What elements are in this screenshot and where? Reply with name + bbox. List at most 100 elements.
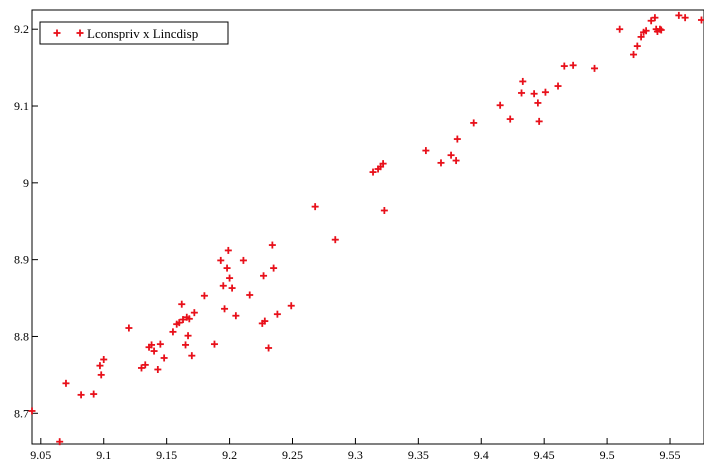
data-point [422,147,430,155]
data-point [331,236,339,244]
data-point [287,302,295,310]
data-point [223,264,231,272]
data-point [260,272,268,280]
data-point [90,390,98,398]
data-point [28,407,36,415]
data-point [470,119,478,127]
legend-marker [53,29,84,37]
data-point [62,379,70,387]
data-point [224,246,232,254]
data-point [100,356,108,364]
data-point [228,284,236,292]
legend: Lconspriv x Lincdisp [39,21,229,45]
data-point [506,115,514,123]
data-point [185,315,193,323]
x-tick-label: 9.5 [600,448,615,462]
data-point [219,282,227,290]
plot-frame [31,9,704,445]
data-point [261,317,269,325]
data-point [657,26,665,34]
data-point [232,312,240,320]
x-tick-label: 9.45 [534,448,555,462]
data-point [175,319,183,327]
data-point [154,365,162,373]
data-point [630,51,638,59]
data-point [56,438,64,446]
data-point [226,274,234,282]
data-point [380,206,388,214]
x-tick-label: 9.55 [660,448,681,462]
y-tick-label: 8.7 [14,406,29,420]
data-point [160,354,168,362]
legend-marker-left [53,29,61,37]
y-tick-label: 9.1 [14,99,29,113]
data-point [437,159,445,167]
data-point [156,340,164,348]
y-tick-label: 8.8 [14,329,29,343]
data-point [637,33,645,41]
data-point [77,391,85,399]
data-point [675,11,683,19]
x-tick-label: 9.3 [348,448,363,462]
x-tick-label: 9.1 [96,448,111,462]
data-point [569,61,577,69]
data-point [217,256,225,264]
legend-label: Lconspriv x Lincdisp [87,26,198,41]
y-tick-label: 9 [23,176,29,190]
data-point [647,17,655,25]
data-point [447,151,455,159]
data-point [534,99,542,107]
x-tick-label: 9.15 [156,448,177,462]
data-point [651,14,659,22]
data-point [141,361,149,369]
x-axis: 9.05 9.1 9.15 9.2 9.25 9.3 9.35 9.4 9.45 9.5 9.55 [30,438,681,462]
data-point [642,27,650,35]
x-tick-label: 9.05 [30,448,51,462]
data-point [200,292,208,300]
data-point [616,25,624,33]
data-point [246,291,254,299]
x-tick-label: 9.2 [222,448,237,462]
data-point [697,16,704,24]
data-point [169,328,177,336]
data-point [379,160,387,168]
data-point [96,362,104,370]
data-point [591,64,599,72]
data-point [184,332,192,340]
y-tick-label: 9.2 [14,22,29,36]
data-point [190,309,198,317]
data-point [560,62,568,70]
y-axis: 8.7 8.8 8.9 9 9.1 9.2 [14,22,38,420]
data-point [496,101,504,109]
data-point [633,42,641,50]
data-point [681,14,689,22]
x-tick-label: 9.25 [282,448,303,462]
y-tick-label: 8.9 [14,253,29,267]
data-point [453,135,461,143]
data-point [137,364,145,372]
data-point [97,371,105,379]
data-point [541,88,549,96]
data-point [148,341,156,349]
data-point [221,305,229,313]
data-point [452,157,460,165]
data-point [178,300,186,308]
data-point [210,340,218,348]
data-point [182,341,190,349]
legend-box [39,21,229,45]
data-point [311,203,319,211]
data-point [125,324,133,332]
data-point [369,168,377,176]
x-tick-label: 9.35 [408,448,429,462]
data-point [554,82,562,90]
data-point [518,89,526,97]
data-point [268,241,276,249]
data-point [188,352,196,360]
data-point [530,90,538,98]
x-tick-label: 9.4 [474,448,489,462]
data-point [273,310,281,318]
data-point [265,344,273,352]
data-point [239,256,247,264]
data-points [28,11,704,446]
